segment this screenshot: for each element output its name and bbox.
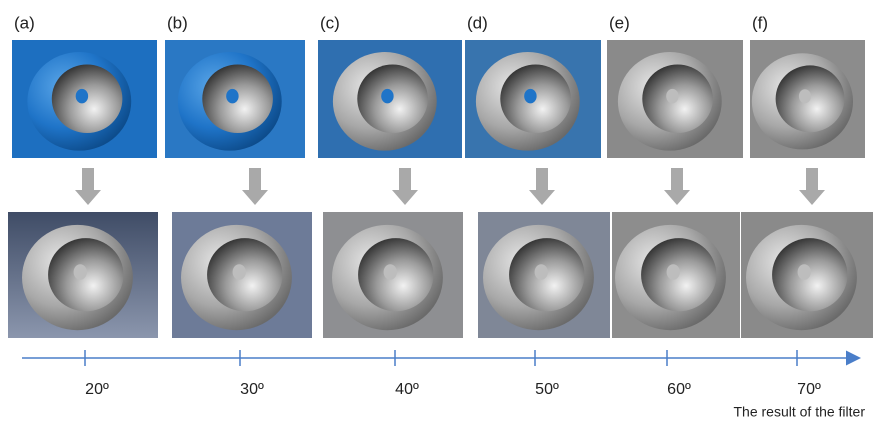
angle-label: 70º — [797, 381, 821, 398]
arrow — [664, 168, 690, 205]
panel-label: (c) — [320, 13, 340, 32]
panel-label: (f) — [752, 13, 768, 32]
arrow — [242, 168, 268, 205]
arrow — [799, 168, 825, 205]
panel-label: (e) — [609, 13, 630, 32]
bottom-image-hole — [383, 264, 397, 280]
angle-label: 20º — [85, 381, 109, 398]
angle-label: 40º — [395, 381, 419, 398]
panel-label: (b) — [167, 13, 188, 32]
bottom-image-hole — [534, 264, 548, 280]
axis-caption: The result of the filter — [733, 404, 865, 420]
bottom-image-hole — [666, 264, 680, 280]
top-image-hole — [381, 88, 394, 104]
bottom-image-hole — [232, 264, 246, 280]
panel-label: (a) — [14, 13, 35, 32]
top-image-hole — [75, 88, 89, 104]
top-image-hole — [226, 88, 239, 104]
arrow — [75, 168, 101, 205]
bottom-image-hole — [797, 264, 811, 280]
panel-label: (d) — [467, 13, 488, 32]
arrow — [529, 168, 555, 205]
arrow — [392, 168, 418, 205]
bottom-image-hole — [73, 264, 87, 280]
top-image-hole — [666, 88, 679, 104]
angle-label: 60º — [667, 381, 691, 398]
top-image-hole — [524, 88, 537, 104]
angle-label: 50º — [535, 381, 559, 398]
top-image-hole — [798, 89, 812, 104]
angle-label: 30º — [240, 381, 264, 398]
